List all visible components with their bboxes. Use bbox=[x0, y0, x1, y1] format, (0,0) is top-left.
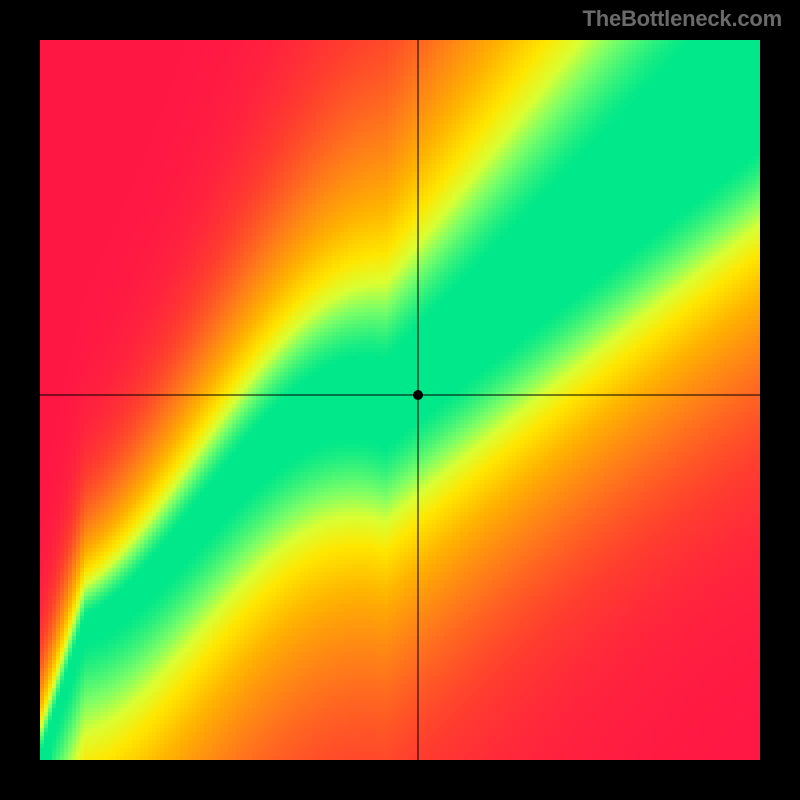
heatmap-canvas bbox=[40, 40, 760, 760]
watermark-text: TheBottleneck.com bbox=[582, 6, 782, 32]
chart-container: TheBottleneck.com bbox=[0, 0, 800, 800]
plot-area bbox=[40, 40, 760, 760]
